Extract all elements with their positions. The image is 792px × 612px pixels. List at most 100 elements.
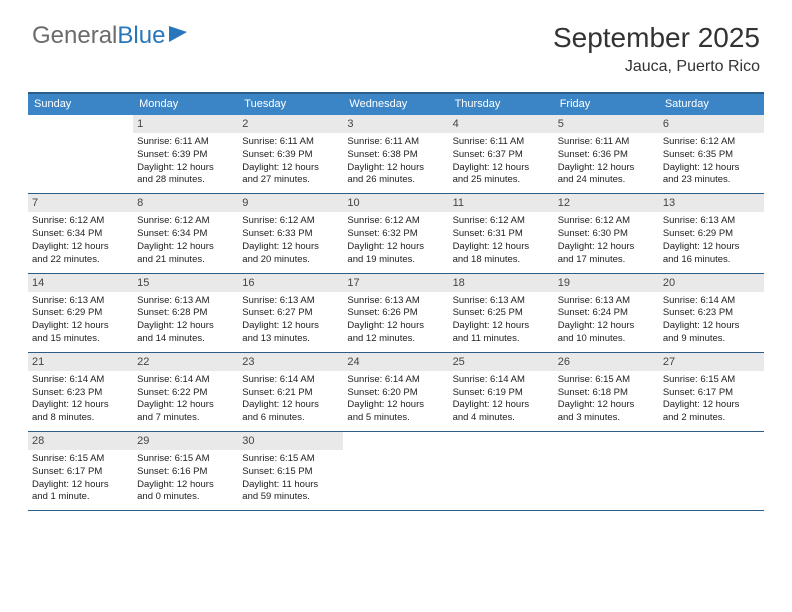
day-cell: 21Sunrise: 6:14 AMSunset: 6:23 PMDayligh… (28, 353, 133, 431)
day-number (449, 432, 554, 438)
daylight-text: Daylight: 12 hours (558, 162, 655, 175)
daylight-text: and 9 minutes. (663, 333, 760, 346)
day-number (343, 432, 448, 438)
daylight-text: and 0 minutes. (137, 491, 234, 504)
day-number: 18 (449, 274, 554, 292)
day-cell: 8Sunrise: 6:12 AMSunset: 6:34 PMDaylight… (133, 194, 238, 272)
day-cell: 11Sunrise: 6:12 AMSunset: 6:31 PMDayligh… (449, 194, 554, 272)
daylight-text: and 25 minutes. (453, 174, 550, 187)
daylight-text: Daylight: 12 hours (558, 399, 655, 412)
day-header: Wednesday (343, 94, 448, 115)
day-number: 10 (343, 194, 448, 212)
daylight-text: Daylight: 12 hours (347, 320, 444, 333)
daylight-text: Daylight: 12 hours (137, 479, 234, 492)
sunset-text: Sunset: 6:29 PM (32, 307, 129, 320)
logo-text-blue: Blue (117, 22, 165, 50)
day-cell: 12Sunrise: 6:12 AMSunset: 6:30 PMDayligh… (554, 194, 659, 272)
day-header-row: Sunday Monday Tuesday Wednesday Thursday… (28, 94, 764, 115)
day-number: 20 (659, 274, 764, 292)
day-number: 19 (554, 274, 659, 292)
daylight-text: and 5 minutes. (347, 412, 444, 425)
day-header: Monday (133, 94, 238, 115)
daylight-text: and 11 minutes. (453, 333, 550, 346)
day-number: 29 (133, 432, 238, 450)
location-text: Jauca, Puerto Rico (553, 58, 760, 76)
daylight-text: and 12 minutes. (347, 333, 444, 346)
day-number: 5 (554, 115, 659, 133)
day-cell: 14Sunrise: 6:13 AMSunset: 6:29 PMDayligh… (28, 274, 133, 352)
day-number: 14 (28, 274, 133, 292)
day-cell: 15Sunrise: 6:13 AMSunset: 6:28 PMDayligh… (133, 274, 238, 352)
sunrise-text: Sunrise: 6:12 AM (347, 215, 444, 228)
daylight-text: Daylight: 12 hours (453, 241, 550, 254)
sunset-text: Sunset: 6:28 PM (137, 307, 234, 320)
sunset-text: Sunset: 6:16 PM (137, 466, 234, 479)
sunset-text: Sunset: 6:17 PM (663, 387, 760, 400)
sunset-text: Sunset: 6:31 PM (453, 228, 550, 241)
sunrise-text: Sunrise: 6:11 AM (137, 136, 234, 149)
daylight-text: Daylight: 12 hours (347, 162, 444, 175)
daylight-text: and 16 minutes. (663, 254, 760, 267)
sunset-text: Sunset: 6:27 PM (242, 307, 339, 320)
week-row: 1Sunrise: 6:11 AMSunset: 6:39 PMDaylight… (28, 115, 764, 194)
sunset-text: Sunset: 6:35 PM (663, 149, 760, 162)
day-number: 8 (133, 194, 238, 212)
logo-text-general: General (32, 22, 117, 50)
day-cell: 3Sunrise: 6:11 AMSunset: 6:38 PMDaylight… (343, 115, 448, 193)
daylight-text: Daylight: 12 hours (242, 399, 339, 412)
logo-triangle-icon (169, 26, 187, 42)
sunrise-text: Sunrise: 6:14 AM (137, 374, 234, 387)
daylight-text: Daylight: 12 hours (32, 241, 129, 254)
sunrise-text: Sunrise: 6:11 AM (558, 136, 655, 149)
day-number: 13 (659, 194, 764, 212)
sunset-text: Sunset: 6:19 PM (453, 387, 550, 400)
day-number: 24 (343, 353, 448, 371)
daylight-text: Daylight: 12 hours (32, 320, 129, 333)
sunset-text: Sunset: 6:38 PM (347, 149, 444, 162)
sunrise-text: Sunrise: 6:14 AM (453, 374, 550, 387)
sunrise-text: Sunrise: 6:14 AM (32, 374, 129, 387)
daylight-text: and 10 minutes. (558, 333, 655, 346)
daylight-text: Daylight: 12 hours (663, 320, 760, 333)
sunrise-text: Sunrise: 6:14 AM (242, 374, 339, 387)
daylight-text: and 2 minutes. (663, 412, 760, 425)
daylight-text: Daylight: 12 hours (663, 241, 760, 254)
sunset-text: Sunset: 6:22 PM (137, 387, 234, 400)
day-header: Tuesday (238, 94, 343, 115)
day-cell: 28Sunrise: 6:15 AMSunset: 6:17 PMDayligh… (28, 432, 133, 510)
day-cell (659, 432, 764, 510)
daylight-text: Daylight: 12 hours (663, 399, 760, 412)
day-cell: 2Sunrise: 6:11 AMSunset: 6:39 PMDaylight… (238, 115, 343, 193)
logo: GeneralBlue (32, 22, 187, 50)
day-cell: 25Sunrise: 6:14 AMSunset: 6:19 PMDayligh… (449, 353, 554, 431)
sunrise-text: Sunrise: 6:13 AM (453, 295, 550, 308)
day-cell: 30Sunrise: 6:15 AMSunset: 6:15 PMDayligh… (238, 432, 343, 510)
day-number: 25 (449, 353, 554, 371)
day-cell: 26Sunrise: 6:15 AMSunset: 6:18 PMDayligh… (554, 353, 659, 431)
sunrise-text: Sunrise: 6:12 AM (663, 136, 760, 149)
sunrise-text: Sunrise: 6:12 AM (558, 215, 655, 228)
day-cell: 19Sunrise: 6:13 AMSunset: 6:24 PMDayligh… (554, 274, 659, 352)
daylight-text: Daylight: 12 hours (137, 241, 234, 254)
week-row: 28Sunrise: 6:15 AMSunset: 6:17 PMDayligh… (28, 432, 764, 511)
sunset-text: Sunset: 6:17 PM (32, 466, 129, 479)
daylight-text: and 14 minutes. (137, 333, 234, 346)
daylight-text: and 22 minutes. (32, 254, 129, 267)
day-cell: 23Sunrise: 6:14 AMSunset: 6:21 PMDayligh… (238, 353, 343, 431)
day-number: 26 (554, 353, 659, 371)
day-number: 1 (133, 115, 238, 133)
sunrise-text: Sunrise: 6:15 AM (137, 453, 234, 466)
sunset-text: Sunset: 6:29 PM (663, 228, 760, 241)
day-number: 15 (133, 274, 238, 292)
daylight-text: Daylight: 11 hours (242, 479, 339, 492)
daylight-text: and 15 minutes. (32, 333, 129, 346)
sunset-text: Sunset: 6:23 PM (32, 387, 129, 400)
sunrise-text: Sunrise: 6:12 AM (242, 215, 339, 228)
day-cell: 9Sunrise: 6:12 AMSunset: 6:33 PMDaylight… (238, 194, 343, 272)
calendar-body: 1Sunrise: 6:11 AMSunset: 6:39 PMDaylight… (28, 115, 764, 511)
sunset-text: Sunset: 6:32 PM (347, 228, 444, 241)
daylight-text: and 27 minutes. (242, 174, 339, 187)
sunset-text: Sunset: 6:23 PM (663, 307, 760, 320)
daylight-text: and 20 minutes. (242, 254, 339, 267)
daylight-text: Daylight: 12 hours (137, 320, 234, 333)
